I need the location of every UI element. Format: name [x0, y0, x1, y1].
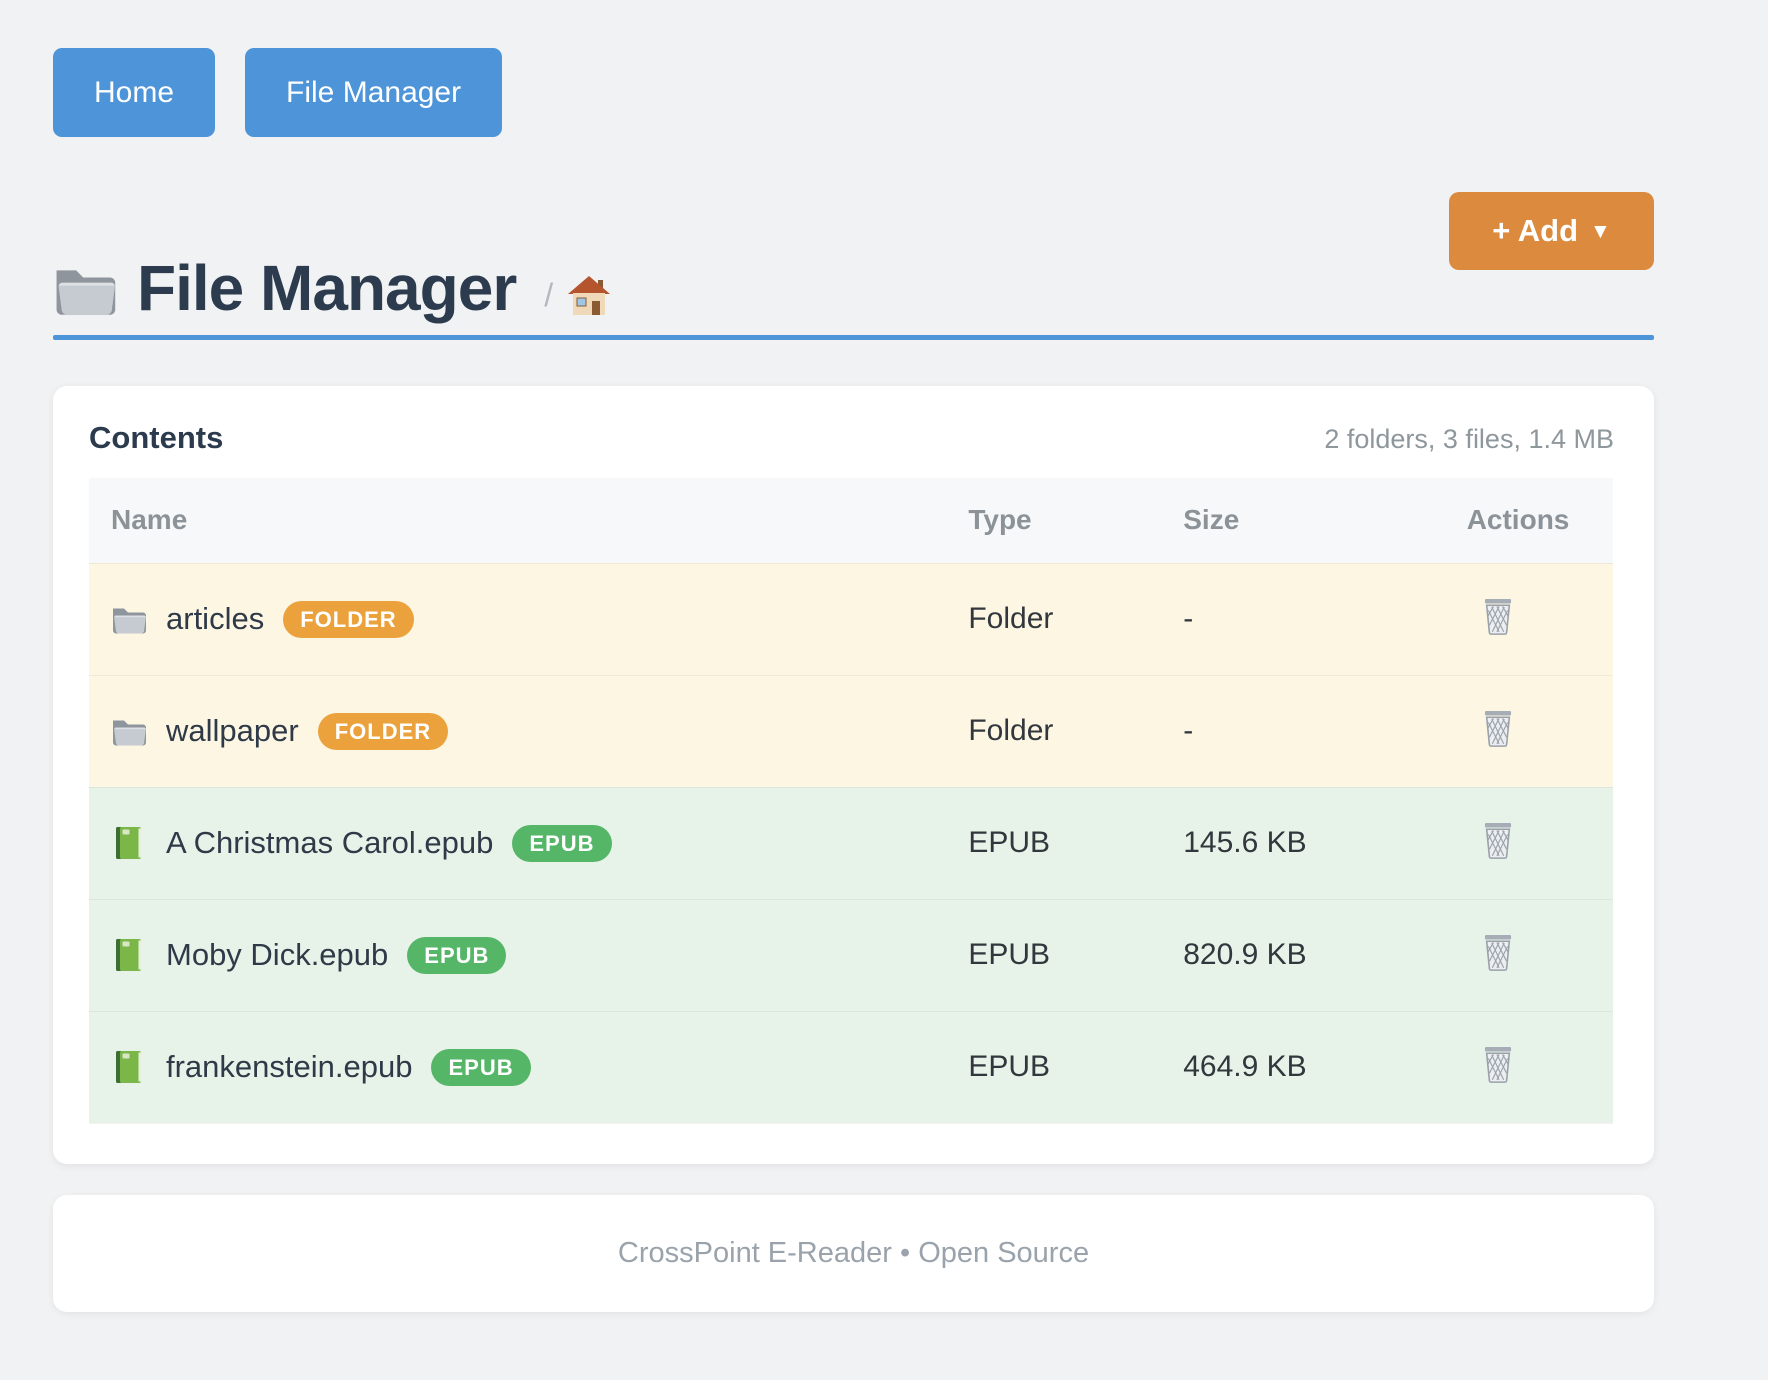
folder-icon	[53, 260, 117, 318]
home-button[interactable]: Home	[53, 48, 216, 137]
file-manager-button[interactable]: File Manager	[245, 48, 503, 137]
page: Home File Manager File Manager / + Add ▼…	[53, 0, 1654, 1312]
delete-button[interactable]	[1479, 1042, 1519, 1086]
contents-card: Contents 2 folders, 3 files, 1.4 MB Name…	[53, 386, 1654, 1164]
top-nav: Home File Manager	[53, 0, 1654, 137]
folder-icon	[111, 714, 147, 748]
type-badge: EPUB	[431, 1048, 531, 1086]
breadcrumb-separator: /	[544, 277, 554, 313]
file-table-body: articles FOLDER Folder - wallpaper	[89, 563, 1613, 1124]
add-button[interactable]: + Add ▼	[1449, 192, 1654, 270]
table-row[interactable]: Moby Dick.epub EPUB EPUB 820.9 KB	[89, 899, 1613, 1012]
column-header-name: Name	[89, 478, 969, 564]
trash-icon	[1481, 932, 1517, 972]
delete-button[interactable]	[1479, 706, 1519, 750]
trash-icon	[1481, 596, 1517, 636]
type-badge: EPUB	[407, 936, 507, 974]
chevron-down-icon: ▼	[1590, 220, 1611, 243]
size-cell: 820.9 KB	[1183, 899, 1467, 1012]
delete-button[interactable]	[1479, 818, 1519, 862]
type-badge: EPUB	[512, 824, 612, 862]
type-cell: EPUB	[968, 1011, 1184, 1124]
book-icon	[111, 1050, 147, 1084]
add-button-label: + Add	[1492, 213, 1579, 248]
footer: CrossPoint E-Reader • Open Source	[53, 1195, 1654, 1312]
house-icon[interactable]	[567, 275, 611, 317]
header-bar: File Manager / + Add ▼	[53, 192, 1654, 331]
file-name: frankenstein.epub	[166, 1049, 413, 1084]
book-icon	[111, 826, 147, 860]
trash-icon	[1481, 1044, 1517, 1084]
trash-icon	[1481, 708, 1517, 748]
file-name: A Christmas Carol.epub	[166, 825, 494, 860]
type-cell: Folder	[968, 675, 1184, 788]
trash-icon	[1481, 820, 1517, 860]
card-header: Contents 2 folders, 3 files, 1.4 MB	[89, 420, 1614, 456]
column-header-size: Size	[1183, 478, 1467, 564]
file-table: Name Type Size Actions articles FOLDER F…	[89, 478, 1613, 1124]
delete-button[interactable]	[1479, 594, 1519, 638]
page-title: File Manager	[137, 252, 517, 324]
breadcrumb: /	[544, 275, 611, 317]
file-name: wallpaper	[166, 713, 299, 748]
size-cell: -	[1183, 675, 1467, 788]
contents-summary: 2 folders, 3 files, 1.4 MB	[1324, 424, 1614, 454]
type-cell: EPUB	[968, 787, 1184, 900]
type-badge: FOLDER	[283, 600, 414, 638]
table-row[interactable]: wallpaper FOLDER Folder -	[89, 675, 1613, 788]
table-row[interactable]: A Christmas Carol.epub EPUB EPUB 145.6 K…	[89, 787, 1613, 900]
table-header: Name Type Size Actions	[89, 478, 1613, 564]
size-cell: 145.6 KB	[1183, 787, 1467, 900]
contents-heading: Contents	[89, 420, 224, 455]
file-name: Moby Dick.epub	[166, 937, 389, 972]
size-cell: 464.9 KB	[1183, 1011, 1467, 1124]
type-cell: Folder	[968, 563, 1184, 676]
type-badge: FOLDER	[317, 712, 449, 750]
column-header-type: Type	[968, 478, 1184, 564]
footer-text: CrossPoint E-Reader • Open Source	[617, 1237, 1090, 1269]
table-row[interactable]: frankenstein.epub EPUB EPUB 464.9 KB	[89, 1011, 1613, 1124]
title-block: File Manager /	[53, 246, 611, 331]
column-header-actions: Actions	[1466, 478, 1613, 564]
book-icon	[111, 938, 147, 972]
delete-button[interactable]	[1479, 930, 1519, 974]
accent-divider	[53, 335, 1654, 340]
folder-icon	[111, 602, 147, 636]
type-cell: EPUB	[968, 899, 1184, 1012]
file-name: articles	[166, 601, 265, 636]
table-row[interactable]: articles FOLDER Folder -	[89, 563, 1613, 676]
size-cell: -	[1183, 563, 1467, 676]
